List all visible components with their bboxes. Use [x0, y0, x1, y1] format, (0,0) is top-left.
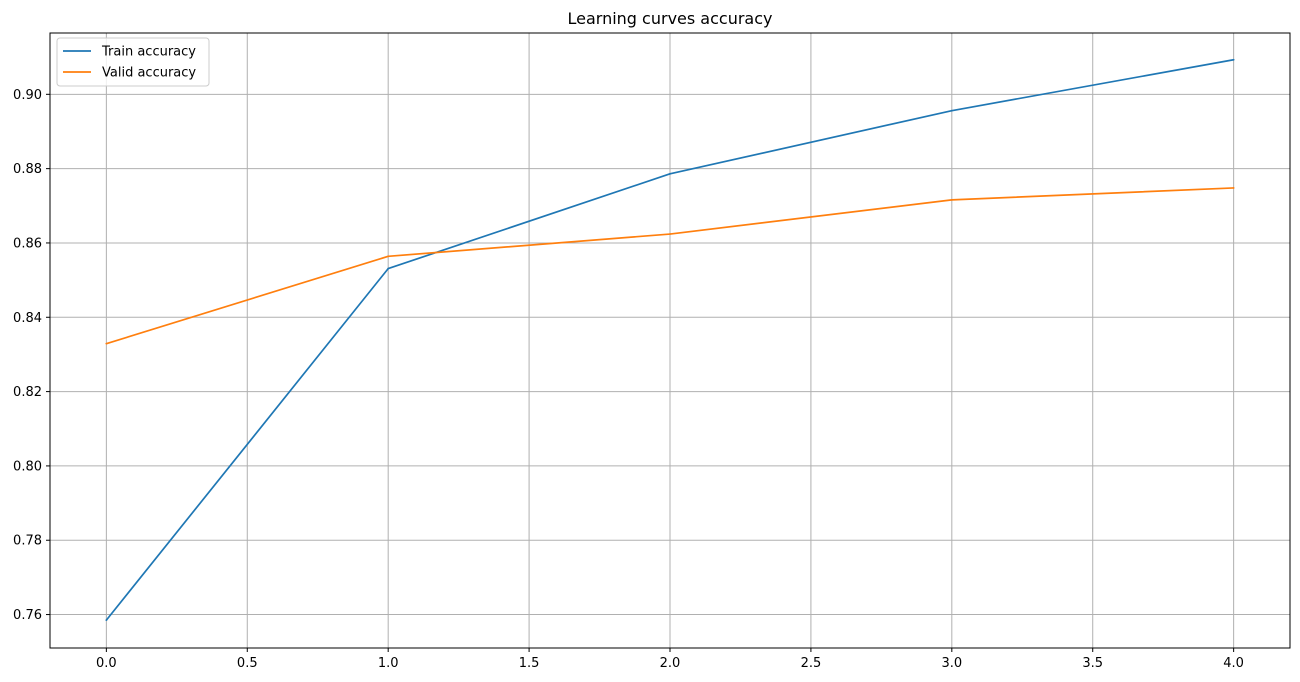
- data-point: [669, 233, 671, 235]
- x-tick-label: 4.0: [1223, 656, 1244, 671]
- legend-label: Valid accuracy: [102, 66, 196, 81]
- data-point: [1232, 58, 1235, 61]
- data-point: [950, 109, 953, 112]
- legend: Train accuracy Valid accuracy: [56, 37, 210, 87]
- data-point: [1232, 187, 1235, 189]
- chart-title: Learning curves accuracy: [568, 9, 773, 28]
- y-tick-label: 0.90: [13, 88, 42, 103]
- legend-label: Train accuracy: [101, 45, 196, 60]
- x-tick-label: 2.5: [801, 656, 822, 671]
- x-tick-label: 3.0: [941, 656, 962, 671]
- x-tick-label: 1.0: [378, 656, 399, 671]
- data-point: [105, 342, 108, 345]
- data-point: [387, 255, 390, 258]
- plot-frame: [49, 32, 1291, 649]
- legend-box: [56, 37, 210, 87]
- y-tick-label: 0.76: [13, 608, 42, 623]
- grid-lines: [50, 33, 1290, 648]
- y-tick-label: 0.80: [13, 459, 42, 474]
- data-point: [669, 172, 671, 175]
- y-axis: 0.76 0.78 0.80 0.82 0.84 0.86 0.88 0.90: [13, 88, 50, 623]
- y-tick-label: 0.78: [13, 534, 42, 549]
- data-point: [387, 267, 390, 270]
- y-tick-label: 0.88: [13, 162, 42, 177]
- data-point: [105, 619, 108, 622]
- x-tick-label: 0.0: [96, 656, 117, 671]
- series-lines: [105, 58, 1235, 622]
- x-axis: 0.0 0.5 1.0 1.5 2.0 2.5 3.0 3.5 4.0: [96, 648, 1244, 671]
- data-point: [950, 198, 953, 201]
- y-tick-label: 0.84: [13, 311, 42, 326]
- x-tick-label: 2.0: [660, 656, 681, 671]
- y-tick-label: 0.86: [13, 236, 42, 251]
- y-tick-label: 0.82: [13, 385, 42, 400]
- x-tick-label: 0.5: [237, 656, 258, 671]
- x-tick-label: 3.5: [1082, 656, 1103, 671]
- x-tick-label: 1.5: [519, 656, 540, 671]
